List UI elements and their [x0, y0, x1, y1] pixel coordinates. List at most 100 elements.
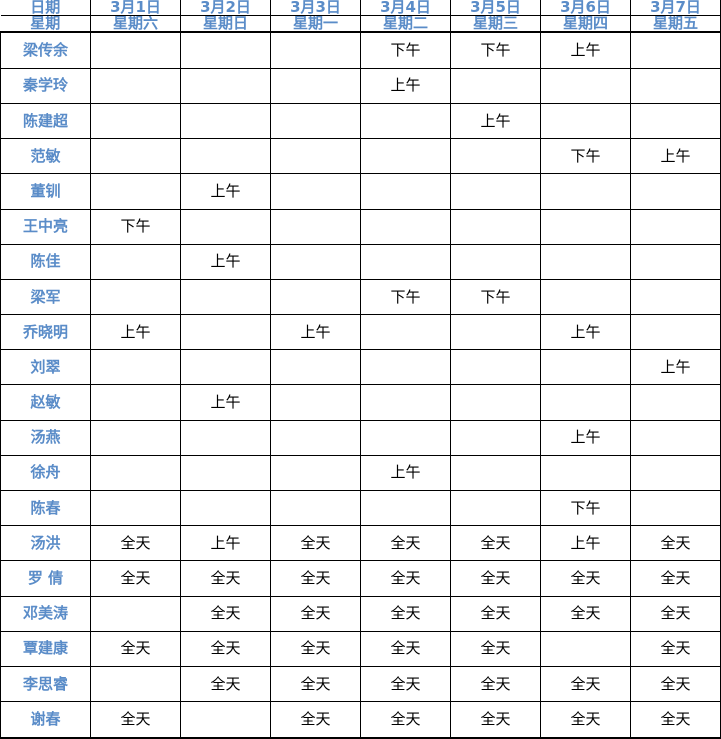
schedule-cell[interactable]: 上午	[180, 525, 271, 562]
schedule-cell[interactable]	[450, 384, 541, 421]
weekday-header-cell[interactable]: 星期二	[360, 15, 451, 33]
schedule-cell[interactable]	[90, 595, 181, 632]
schedule-cell[interactable]	[270, 454, 361, 492]
schedule-cell[interactable]	[540, 278, 631, 316]
schedule-cell[interactable]	[630, 314, 721, 351]
schedule-cell[interactable]: 上午	[360, 67, 451, 104]
schedule-cell[interactable]	[540, 384, 631, 421]
schedule-cell[interactable]: 上午	[360, 454, 451, 492]
schedule-cell[interactable]: 下午	[540, 490, 631, 527]
schedule-cell[interactable]	[540, 454, 631, 492]
schedule-cell[interactable]	[450, 349, 541, 386]
schedule-cell[interactable]	[450, 314, 541, 351]
weekday-header-cell[interactable]: 星期三	[450, 15, 541, 33]
schedule-cell[interactable]	[360, 419, 451, 456]
name-cell[interactable]: 乔晓明	[0, 314, 91, 351]
schedule-cell[interactable]	[90, 30, 181, 69]
schedule-cell[interactable]	[270, 208, 361, 245]
schedule-cell[interactable]	[180, 419, 271, 456]
schedule-cell[interactable]	[270, 349, 361, 386]
name-cell[interactable]: 梁传余	[0, 30, 91, 69]
schedule-cell[interactable]	[180, 314, 271, 351]
schedule-cell[interactable]	[270, 278, 361, 316]
schedule-cell[interactable]	[270, 138, 361, 175]
schedule-cell[interactable]: 上午	[630, 138, 721, 175]
schedule-cell[interactable]: 下午	[540, 138, 631, 175]
name-cell[interactable]: 李思睿	[0, 665, 91, 703]
schedule-cell[interactable]: 全天	[450, 525, 541, 562]
schedule-cell[interactable]: 全天	[630, 630, 721, 667]
schedule-cell[interactable]	[630, 278, 721, 316]
schedule-cell[interactable]: 全天	[180, 630, 271, 667]
schedule-cell[interactable]: 全天	[90, 630, 181, 667]
schedule-cell[interactable]	[630, 243, 721, 280]
schedule-cell[interactable]: 上午	[540, 314, 631, 351]
schedule-cell[interactable]	[360, 243, 451, 280]
schedule-cell[interactable]	[360, 173, 451, 210]
schedule-cell[interactable]	[180, 67, 271, 104]
schedule-cell[interactable]: 全天	[450, 665, 541, 703]
schedule-cell[interactable]	[180, 490, 271, 527]
schedule-cell[interactable]	[90, 419, 181, 456]
schedule-cell[interactable]	[90, 102, 181, 140]
date-header-cell[interactable]: 3月7日	[630, 0, 721, 16]
name-cell[interactable]: 汤洪	[0, 525, 91, 562]
schedule-cell[interactable]: 全天	[540, 701, 631, 739]
schedule-cell[interactable]	[360, 384, 451, 421]
schedule-cell[interactable]	[180, 138, 271, 175]
schedule-cell[interactable]	[540, 208, 631, 245]
name-cell[interactable]: 陈佳	[0, 243, 91, 280]
schedule-cell[interactable]: 全天	[540, 665, 631, 703]
schedule-cell[interactable]	[540, 243, 631, 280]
schedule-cell[interactable]: 下午	[360, 30, 451, 69]
schedule-cell[interactable]	[450, 208, 541, 245]
name-cell[interactable]: 罗 倩	[0, 560, 91, 597]
schedule-cell[interactable]	[90, 138, 181, 175]
schedule-cell[interactable]	[180, 701, 271, 739]
weekday-header-cell[interactable]: 星期	[0, 15, 91, 33]
schedule-cell[interactable]	[90, 490, 181, 527]
schedule-cell[interactable]	[630, 173, 721, 210]
schedule-cell[interactable]	[270, 30, 361, 69]
schedule-cell[interactable]: 上午	[180, 173, 271, 210]
schedule-cell[interactable]	[360, 138, 451, 175]
name-cell[interactable]: 刘翠	[0, 349, 91, 386]
schedule-cell[interactable]: 下午	[450, 30, 541, 69]
schedule-cell[interactable]	[270, 384, 361, 421]
schedule-cell[interactable]: 全天	[630, 525, 721, 562]
schedule-cell[interactable]	[450, 138, 541, 175]
date-header-cell[interactable]: 3月2日	[180, 0, 271, 16]
schedule-cell[interactable]	[540, 67, 631, 104]
name-cell[interactable]: 徐舟	[0, 454, 91, 492]
schedule-cell[interactable]: 上午	[450, 102, 541, 140]
schedule-cell[interactable]: 全天	[360, 665, 451, 703]
schedule-cell[interactable]	[630, 208, 721, 245]
name-cell[interactable]: 陈建超	[0, 102, 91, 140]
schedule-cell[interactable]: 上午	[180, 384, 271, 421]
schedule-cell[interactable]	[630, 102, 721, 140]
schedule-cell[interactable]	[180, 278, 271, 316]
date-header-cell[interactable]: 3月3日	[270, 0, 361, 16]
name-cell[interactable]: 邓美涛	[0, 595, 91, 632]
schedule-cell[interactable]: 下午	[360, 278, 451, 316]
name-cell[interactable]: 陈春	[0, 490, 91, 527]
schedule-cell[interactable]: 全天	[360, 701, 451, 739]
schedule-cell[interactable]	[630, 454, 721, 492]
schedule-cell[interactable]: 上午	[90, 314, 181, 351]
name-cell[interactable]: 谢春	[0, 701, 91, 739]
schedule-cell[interactable]	[90, 67, 181, 104]
schedule-cell[interactable]: 全天	[360, 525, 451, 562]
schedule-cell[interactable]	[360, 314, 451, 351]
schedule-cell[interactable]	[360, 349, 451, 386]
schedule-cell[interactable]: 全天	[180, 560, 271, 597]
name-cell[interactable]: 汤燕	[0, 419, 91, 456]
schedule-cell[interactable]	[270, 243, 361, 280]
schedule-cell[interactable]	[90, 349, 181, 386]
weekday-header-cell[interactable]: 星期一	[270, 15, 361, 33]
schedule-cell[interactable]: 全天	[630, 665, 721, 703]
schedule-cell[interactable]: 上午	[630, 349, 721, 386]
schedule-cell[interactable]	[450, 173, 541, 210]
name-cell[interactable]: 梁军	[0, 278, 91, 316]
schedule-cell[interactable]: 全天	[630, 701, 721, 739]
name-cell[interactable]: 赵敏	[0, 384, 91, 421]
